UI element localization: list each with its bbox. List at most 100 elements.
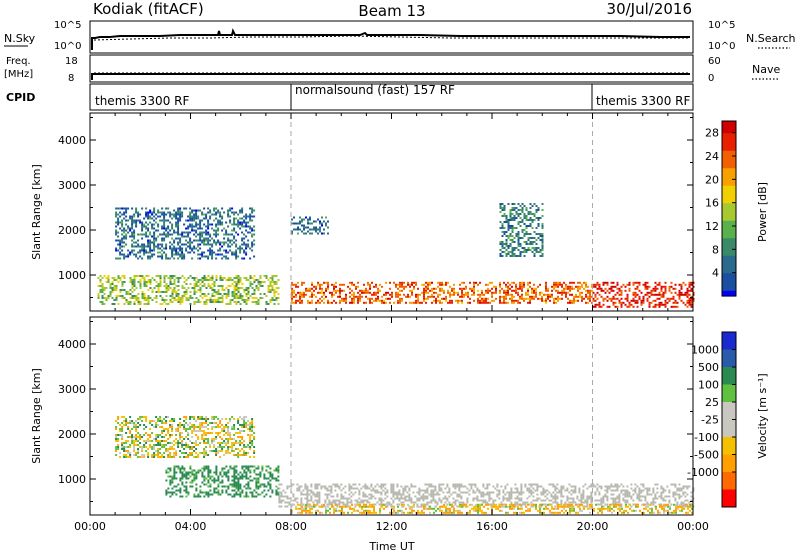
echo-cell [207, 207, 210, 210]
echo-cell [531, 251, 534, 253]
echo-cell [215, 231, 218, 234]
echo-cell [247, 245, 250, 248]
echo-cell [99, 291, 102, 293]
echo-cell [185, 235, 188, 238]
echo-cell [525, 219, 528, 221]
echo-cell [277, 479, 280, 482]
echo-cell [516, 503, 519, 506]
echo-cell [273, 281, 276, 283]
echo-cell [173, 485, 176, 488]
echo-cell [404, 499, 407, 502]
echo-cell [573, 287, 575, 290]
echo-cell [163, 291, 166, 293]
echo-cell [483, 301, 485, 304]
echo-cell [213, 251, 216, 254]
echo-cell [225, 303, 228, 305]
echo-cell [147, 223, 150, 226]
echo-cell [398, 491, 401, 494]
echo-cell [501, 223, 504, 225]
echo-cell [513, 215, 516, 217]
echo-cell [533, 295, 535, 298]
echo-cell [201, 219, 204, 222]
echo-cell [181, 481, 184, 484]
echo-cell [612, 497, 615, 500]
freq-panel: Freq. [MHz] 18 8 60 0 Nave [4, 54, 780, 84]
echo-cell [529, 295, 531, 298]
echo-cell [185, 297, 188, 299]
echo-cell [221, 428, 224, 430]
echo-cell [620, 297, 623, 300]
echo-cell [606, 299, 609, 302]
echo-cell [306, 503, 309, 506]
echo-cell [241, 211, 244, 214]
echo-cell [500, 501, 503, 504]
echo-cell [121, 239, 124, 242]
echo-cell [499, 203, 502, 205]
echo-cell [529, 249, 532, 251]
echo-cell [598, 303, 601, 306]
echo-cell [183, 467, 186, 470]
echo-cell [586, 487, 589, 490]
echo-cell [343, 289, 345, 292]
echo-cell [151, 255, 154, 258]
echo-cell [494, 499, 497, 502]
echo-cell [245, 217, 248, 220]
echo-cell [535, 287, 537, 290]
echo-cell [237, 432, 240, 434]
echo-cell [444, 487, 447, 490]
echo-cell [646, 501, 649, 504]
echo-cell [360, 487, 363, 490]
echo-cell [135, 452, 138, 454]
echo-cell [392, 499, 395, 502]
echo-cell [503, 233, 506, 235]
echo-cell [496, 495, 499, 498]
echo-cell [133, 281, 136, 283]
echo-cell [332, 483, 335, 486]
echo-cell [211, 293, 214, 295]
echo-cell [552, 483, 555, 486]
echo-cell [243, 301, 246, 303]
echo-cell [525, 243, 528, 245]
echo-cell [209, 477, 212, 480]
echo-cell [678, 283, 681, 286]
echo-cell [245, 229, 248, 232]
echo-cell [364, 483, 367, 486]
echo-cell [537, 251, 540, 253]
echo-cell [461, 299, 463, 302]
echo-cell [121, 285, 124, 287]
echo-cell [410, 501, 413, 504]
echo-cell [97, 295, 100, 297]
echo-cell [117, 243, 120, 246]
echo-cell [415, 301, 417, 304]
echo-cell [119, 245, 122, 248]
echo-cell [215, 235, 218, 238]
echo-cell [351, 289, 353, 292]
echo-cell [473, 289, 475, 292]
echo-cell [448, 501, 451, 504]
echo-cell [485, 289, 487, 292]
echo-cell [544, 499, 547, 502]
echo-cell [245, 471, 248, 474]
echo-cell [217, 477, 220, 480]
echo-cell [121, 249, 124, 252]
echo-cell [133, 229, 136, 232]
echo-cell [511, 253, 514, 255]
echo-cell [217, 446, 220, 448]
echo-cell [290, 483, 293, 486]
echo-cell [316, 503, 319, 506]
echo-cell [147, 215, 150, 218]
echo-cell [431, 293, 433, 296]
echo-cell [539, 293, 541, 296]
echo-cell [211, 432, 214, 434]
echo-cell [195, 444, 198, 446]
echo-cell [265, 469, 268, 472]
echo-cell [385, 293, 387, 296]
echo-cell [233, 454, 236, 456]
echo-cell [117, 448, 120, 450]
echo-cell [195, 291, 198, 293]
echo-cell [491, 281, 493, 284]
echo-cell [374, 485, 377, 488]
echo-cell [590, 483, 593, 486]
echo-cell [439, 289, 441, 292]
echo-cell [111, 303, 114, 305]
